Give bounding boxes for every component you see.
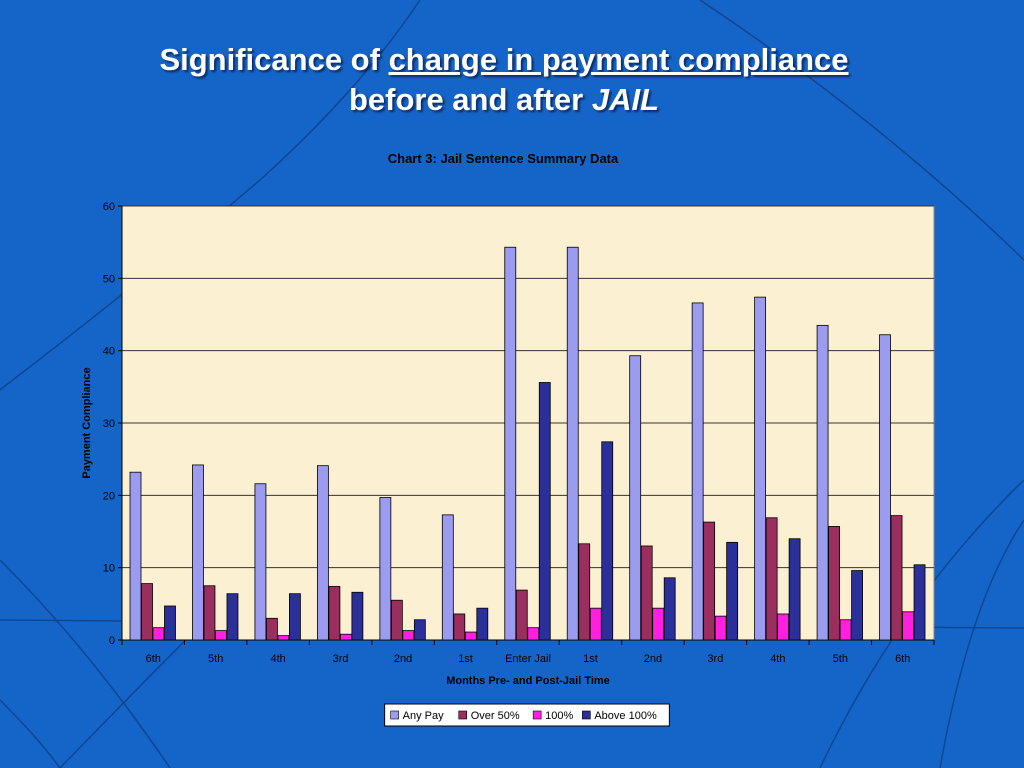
x-tick-label: 6th (895, 653, 910, 665)
title-underlined: change in payment compliance (388, 42, 849, 77)
bar-above-100- (663, 577, 676, 641)
bar-100- (839, 619, 852, 641)
bar-any-pay (254, 483, 267, 641)
bar-100- (215, 630, 227, 641)
title-line-1: Significance of change in payment compli… (0, 40, 1008, 80)
bar-100- (152, 627, 165, 641)
bar-100- (339, 633, 352, 641)
bar-any-pay (192, 464, 204, 641)
x-tick-label: 1st (583, 653, 598, 665)
bar-100- (527, 627, 540, 641)
bar-any-pay (504, 246, 517, 641)
title-line-2: before and after JAIL (0, 80, 1008, 120)
subtitle-prefix: before and after (348, 82, 592, 117)
x-tick-label: 3rd (333, 653, 349, 665)
bar-above-100- (289, 593, 301, 641)
bar-over-50- (515, 589, 528, 641)
bar-above-100- (913, 564, 926, 641)
y-tick-label: 0 (109, 635, 115, 647)
x-tick-label: 2nd (644, 653, 662, 665)
bar-100- (402, 630, 415, 641)
bar-any-pay (691, 302, 704, 641)
bar-over-50- (828, 526, 840, 641)
x-tick-label: 3rd (707, 653, 723, 665)
bar-above-100- (726, 541, 739, 641)
slide-title: Significance of change in payment compli… (0, 40, 1008, 120)
x-tick-label: 1st (458, 653, 473, 665)
legend-swatch (390, 710, 399, 720)
x-tick-label: Enter Jail (505, 653, 551, 665)
bar-above-100- (164, 605, 176, 641)
bar-above-100- (476, 607, 489, 641)
plot-area: 0 10 20 30 40 50 60 6th 5th 4th 3rd 2nd 1st Enter Jai… (103, 201, 935, 665)
legend-label: Over 50% (471, 710, 520, 722)
bar-above-100- (413, 619, 426, 641)
bar-any-pay (566, 246, 579, 641)
bar-any-pay (441, 514, 454, 641)
bar-any-pay (379, 497, 392, 641)
bar-over-50- (328, 586, 341, 641)
x-tick-label: 2nd (394, 653, 412, 665)
bar-any-pay (816, 324, 829, 641)
title-prefix: Significance of (159, 42, 389, 77)
bar-over-50- (266, 617, 278, 641)
subtitle-italic: JAIL (591, 82, 660, 117)
bar-above-100- (226, 593, 239, 641)
legend-box (384, 703, 670, 727)
bar-100- (777, 613, 790, 641)
bar-100- (277, 635, 290, 641)
legend-label: Above 100% (594, 710, 657, 722)
bar-over-50- (141, 583, 153, 641)
bar-100- (589, 607, 602, 641)
bar-over-50- (890, 515, 903, 641)
bar-any-pay (316, 465, 329, 641)
x-tick-label: 4th (770, 653, 785, 665)
legend-swatch (458, 710, 468, 720)
bar-over-50- (203, 585, 216, 641)
y-tick-label: 30 (103, 418, 115, 430)
bar-100- (464, 631, 477, 641)
bar-above-100- (851, 570, 863, 641)
bar-above-100- (538, 382, 551, 641)
legend: Any Pay Over 50% 100% Above 100% (384, 703, 670, 727)
x-axis-label: Months Pre- and Post-Jail Time (446, 675, 610, 687)
bar-over-50- (453, 613, 466, 641)
bar-over-50- (765, 517, 778, 641)
bar-any-pay (754, 296, 767, 641)
x-tick-label: 5th (208, 653, 223, 665)
bar-above-100- (788, 538, 801, 641)
y-tick-label: 50 (103, 273, 115, 285)
bar-100- (902, 611, 914, 641)
bar-any-pay (879, 334, 891, 641)
bar-over-50- (640, 545, 653, 641)
bar-over-50- (390, 599, 403, 641)
bar-over-50- (703, 521, 716, 641)
y-tick-label: 40 (103, 346, 115, 358)
bar-over-50- (578, 543, 591, 641)
x-tick-label: 4th (271, 653, 286, 665)
y-tick-label: 20 (103, 490, 115, 502)
y-tick-label: 60 (103, 201, 115, 213)
x-tick-label: 5th (833, 653, 848, 665)
y-axis-label: Payment Compliance (81, 367, 93, 478)
legend-swatch (582, 710, 591, 720)
bar-above-100- (601, 441, 614, 641)
legend-label: 100% (545, 710, 573, 722)
bar-100- (652, 607, 665, 641)
bar-100- (714, 615, 727, 641)
bar-any-pay (129, 471, 142, 641)
bar-any-pay (629, 355, 642, 641)
x-tick-label: 6th (146, 653, 161, 665)
legend-label: Any Pay (403, 710, 444, 722)
bar-above-100- (351, 591, 364, 641)
y-tick-label: 10 (103, 563, 115, 575)
chart-title: Chart 3: Jail Sentence Summary Data (388, 151, 619, 166)
legend-swatch (532, 710, 542, 720)
